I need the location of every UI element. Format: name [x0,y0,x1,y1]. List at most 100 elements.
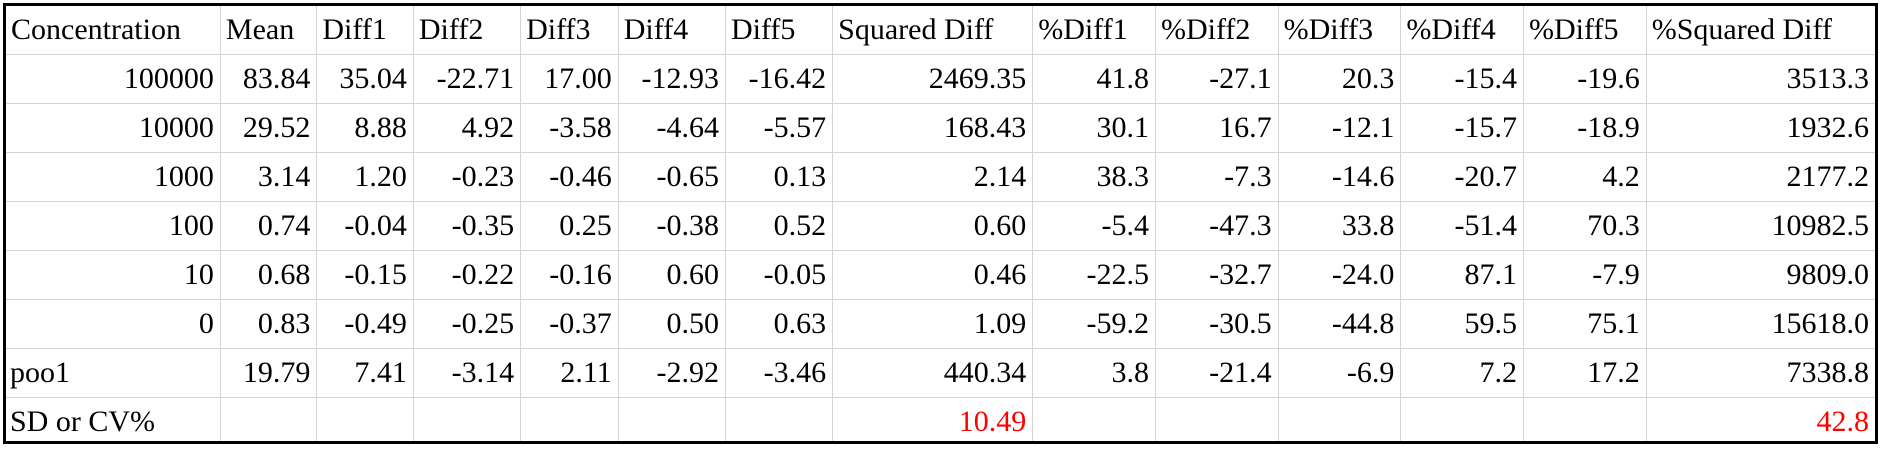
table-cell[interactable]: -32.7 [1155,250,1279,300]
column-header-pct-diff2[interactable]: %Diff2 [1155,6,1279,55]
table-cell[interactable]: 2177.2 [1646,152,1875,202]
empty-cell[interactable] [316,397,414,441]
table-cell[interactable]: 41.8 [1032,54,1156,104]
table-cell[interactable]: 1.09 [832,299,1034,349]
table-cell[interactable]: -19.6 [1523,54,1647,104]
table-cell[interactable]: -22.71 [413,54,522,104]
table-cell[interactable]: 0.46 [832,250,1034,300]
table-cell[interactable]: -3.14 [413,348,522,398]
table-cell[interactable]: 0.83 [220,299,318,349]
table-cell[interactable]: -5.4 [1032,201,1156,251]
table-cell[interactable]: 38.3 [1032,152,1156,202]
table-cell[interactable]: poo1 [6,348,221,398]
table-cell[interactable]: -0.23 [413,152,522,202]
table-cell[interactable]: 33.8 [1278,201,1402,251]
empty-cell[interactable] [1032,397,1156,441]
table-cell[interactable]: 0.68 [220,250,318,300]
table-cell[interactable]: 30.1 [1032,103,1156,153]
table-cell[interactable]: 4.92 [413,103,522,153]
table-cell[interactable]: -16.42 [725,54,834,104]
table-cell[interactable]: -12.93 [618,54,726,104]
table-cell[interactable]: 10982.5 [1646,201,1875,251]
table-cell[interactable]: -24.0 [1278,250,1402,300]
table-cell[interactable]: 35.04 [316,54,414,104]
table-cell[interactable]: 0.74 [220,201,318,251]
table-cell[interactable]: 70.3 [1523,201,1647,251]
table-cell[interactable]: 100000 [6,54,221,104]
column-header-pct-diff4[interactable]: %Diff4 [1400,6,1525,55]
table-cell[interactable]: 3.14 [220,152,318,202]
table-cell[interactable]: -0.37 [520,299,619,349]
table-cell[interactable]: -0.22 [413,250,522,300]
table-cell[interactable]: 0.60 [618,250,726,300]
table-cell[interactable]: 440.34 [832,348,1034,398]
table-cell[interactable]: -14.6 [1278,152,1402,202]
table-cell[interactable]: 7338.8 [1646,348,1875,398]
column-header-pct-diff1[interactable]: %Diff1 [1032,6,1156,55]
table-cell[interactable]: -27.1 [1155,54,1279,104]
table-cell[interactable]: -21.4 [1155,348,1279,398]
column-header-squared-diff[interactable]: Squared Diff [832,6,1034,55]
table-cell[interactable]: -3.58 [520,103,619,153]
empty-cell[interactable] [725,397,834,441]
table-cell[interactable]: 1.20 [316,152,414,202]
table-cell[interactable]: -59.2 [1032,299,1156,349]
column-header-pct-diff5[interactable]: %Diff5 [1523,6,1647,55]
table-cell[interactable]: -15.7 [1400,103,1525,153]
table-cell[interactable]: -2.92 [618,348,726,398]
empty-cell[interactable] [413,397,522,441]
table-cell[interactable]: 4.2 [1523,152,1647,202]
empty-cell[interactable] [1523,397,1647,441]
table-cell[interactable]: 20.3 [1278,54,1402,104]
table-cell[interactable]: -0.49 [316,299,414,349]
summary-label[interactable]: SD or CV% [6,397,221,441]
table-cell[interactable]: -0.04 [316,201,414,251]
summary-pct-squared-diff-value[interactable]: 42.8 [1816,405,1870,438]
table-cell[interactable]: -0.38 [618,201,726,251]
table-cell[interactable]: -0.05 [725,250,834,300]
table-cell[interactable]: 87.1 [1400,250,1525,300]
table-cell[interactable]: 17.2 [1523,348,1647,398]
table-cell[interactable]: 3513.3 [1646,54,1875,104]
summary-squared-diff-value[interactable]: 10.49 [832,397,1034,441]
empty-cell[interactable] [1400,397,1525,441]
column-header-mean[interactable]: Mean [220,6,318,55]
table-cell[interactable]: -22.5 [1032,250,1156,300]
table-cell[interactable]: 2.14 [832,152,1034,202]
table-cell[interactable]: 8.88 [316,103,414,153]
table-cell[interactable]: 2469.35 [832,54,1034,104]
table-cell[interactable]: 1000 [6,152,221,202]
table-cell[interactable]: 3.8 [1032,348,1156,398]
table-cell[interactable]: 17.00 [520,54,619,104]
table-cell[interactable]: 2.11 [520,348,619,398]
empty-cell[interactable] [520,397,619,441]
table-cell[interactable]: 1932.6 [1646,103,1875,153]
table-cell[interactable]: -18.9 [1523,103,1647,153]
table-cell[interactable]: 15618.0 [1646,299,1875,349]
table-cell[interactable]: -0.25 [413,299,522,349]
table-cell[interactable]: -30.5 [1155,299,1279,349]
table-cell[interactable]: -0.35 [413,201,522,251]
table-cell[interactable]: 16.7 [1155,103,1279,153]
column-header-concentration[interactable]: Concentration [6,6,221,55]
table-cell[interactable]: 7.41 [316,348,414,398]
table-cell[interactable]: 75.1 [1523,299,1647,349]
table-cell[interactable]: 10000 [6,103,221,153]
table-cell[interactable]: 19.79 [220,348,318,398]
table-cell[interactable]: -7.9 [1523,250,1647,300]
table-cell[interactable]: 0.50 [618,299,726,349]
table-cell[interactable]: 168.43 [832,103,1034,153]
table-cell[interactable]: -51.4 [1400,201,1525,251]
empty-cell[interactable] [618,397,726,441]
table-cell[interactable]: 0 [6,299,221,349]
table-cell[interactable]: 0.25 [520,201,619,251]
table-cell[interactable]: -12.1 [1278,103,1402,153]
table-cell[interactable]: -3.46 [725,348,834,398]
table-cell[interactable]: 100 [6,201,221,251]
table-cell[interactable]: -0.46 [520,152,619,202]
empty-cell[interactable] [1278,397,1402,441]
table-cell[interactable]: -44.8 [1278,299,1402,349]
table-cell[interactable]: -6.9 [1278,348,1402,398]
empty-cell[interactable] [220,397,318,441]
table-cell[interactable]: -7.3 [1155,152,1279,202]
